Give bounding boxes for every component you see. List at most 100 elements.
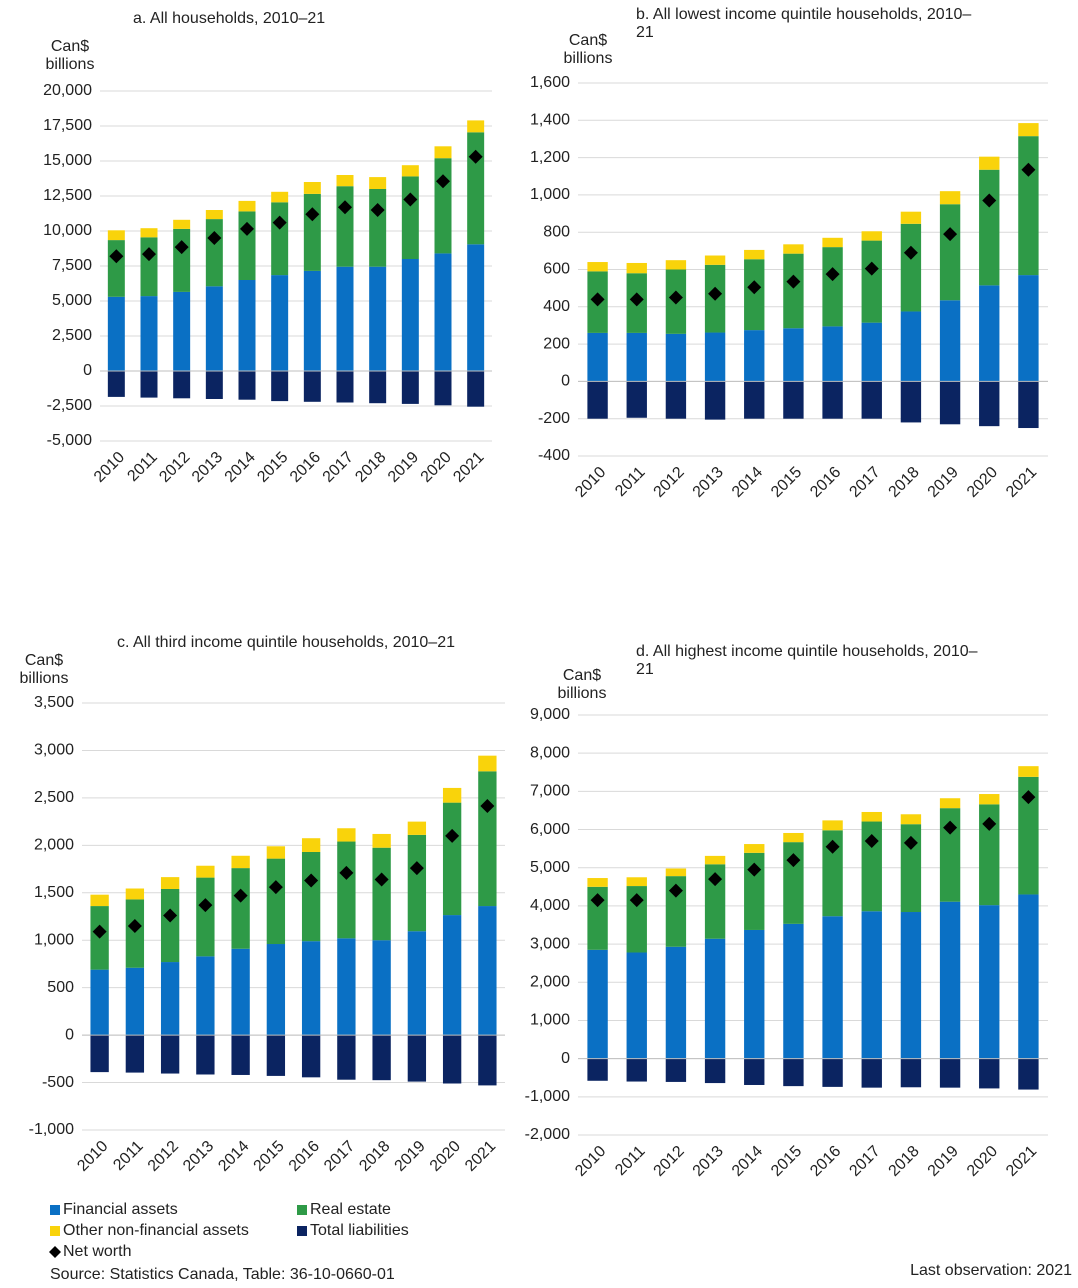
bar-segment (704, 1058, 726, 1084)
y-tick-label: -400 (538, 447, 570, 464)
bar-segment (407, 821, 427, 835)
bar-segment (231, 855, 250, 869)
y-tick-label: -5,000 (47, 432, 92, 449)
bar-segment (336, 175, 354, 187)
x-tick-label: 2018 (886, 464, 923, 501)
x-tick-label: 2013 (690, 464, 727, 501)
net-worth-marker (436, 174, 450, 189)
bar-segment (160, 877, 180, 889)
x-tick-label: 2019 (391, 1138, 428, 1175)
net-worth-marker (943, 820, 958, 835)
x-tick-label: 2020 (964, 464, 1001, 501)
x-tick-label: 2021 (1003, 464, 1040, 501)
bar-segment (301, 941, 321, 1036)
net-worth-marker (747, 862, 762, 877)
chart-title: a. All households, 2010–21 (133, 10, 326, 27)
bar-segment (238, 280, 256, 371)
bar-segment (140, 228, 158, 238)
bar-segment (783, 253, 804, 329)
x-tick-label: 2021 (450, 449, 487, 486)
bar-segment (1018, 894, 1039, 1059)
y-tick-label: 200 (543, 335, 570, 352)
y-tick-label: 0 (561, 1050, 570, 1067)
bar-segment (107, 371, 125, 397)
source: Source: Statistics Canada, Table: 36-10-… (50, 1266, 395, 1283)
bar-segment (900, 814, 922, 825)
x-tick-label: 2011 (612, 464, 648, 500)
bar-segment (301, 838, 321, 852)
net-worth-marker (338, 200, 352, 215)
x-tick-label: 2013 (180, 1138, 217, 1175)
x-tick-label: 2017 (321, 1138, 358, 1175)
bar-segment (478, 1035, 497, 1086)
legend-swatch (297, 1205, 307, 1215)
bar-segment (665, 946, 687, 1059)
bar-segment (900, 381, 922, 423)
bar-segment (401, 165, 419, 177)
net-worth-marker (629, 292, 644, 307)
bar-segment (140, 296, 158, 371)
bar-segment (401, 176, 419, 259)
net-worth-marker (1021, 162, 1036, 177)
bar-segment (442, 1035, 462, 1084)
bar-segment (939, 300, 961, 382)
bar-segment (266, 944, 286, 1036)
y-tick-label: -200 (538, 410, 570, 427)
y-tick-label: 600 (543, 261, 570, 278)
bar-segment (173, 291, 191, 371)
bar-segment (587, 1058, 608, 1081)
x-tick-label: 2016 (807, 1143, 844, 1180)
x-tick-label: 2017 (320, 449, 357, 486)
net-worth-marker (305, 207, 320, 222)
y-axis-label: Can$ billions (563, 32, 613, 67)
net-worth-marker (240, 221, 254, 236)
net-worth-marker (668, 883, 683, 898)
y-tick-label: 5,000 (52, 292, 92, 309)
legend-marker (49, 1246, 61, 1258)
bar-segment (744, 381, 765, 419)
bar-segment (744, 844, 765, 853)
bar-segment (173, 371, 191, 399)
bar-segment (372, 847, 391, 941)
y-tick-label: -2,500 (47, 397, 92, 414)
bar-segment (861, 381, 882, 419)
note: Last observation: 2021 (910, 1262, 1072, 1279)
y-tick-label: 1,600 (530, 74, 570, 91)
legend-label: Total liabilities (310, 1222, 409, 1239)
y-axis-label: Can$ billions (557, 667, 607, 702)
net-worth-marker (982, 816, 997, 831)
bar-segment (231, 948, 250, 1036)
bar-segment (442, 787, 462, 803)
bar-segment (369, 189, 387, 267)
bar-segment (822, 820, 843, 831)
bar-segment (587, 332, 608, 382)
y-tick-label: 7,000 (530, 783, 570, 800)
x-tick-label: 2012 (156, 449, 193, 486)
bar-segment (861, 911, 882, 1059)
chart-title: c. All third income quintile households,… (117, 634, 455, 651)
x-tick-label: 2013 (189, 449, 226, 486)
bar-segment (900, 223, 922, 312)
net-worth-marker (233, 888, 248, 903)
bar-segment (1018, 776, 1039, 895)
y-tick-label: 17,500 (43, 117, 92, 134)
bar-segment (125, 888, 145, 900)
bar-segment (434, 146, 452, 159)
bar-segment (160, 1035, 180, 1074)
y-tick-label: 9,000 (530, 706, 570, 723)
x-tick-label: 2018 (352, 449, 389, 486)
net-worth-marker (468, 149, 483, 164)
y-tick-label: 4,000 (530, 897, 570, 914)
bar-segment (783, 923, 804, 1059)
x-tick-label: 2016 (287, 449, 324, 486)
bar-segment (783, 842, 804, 924)
y-tick-label: 1,000 (530, 186, 570, 203)
bar-segment (1018, 136, 1039, 276)
bar-segment (783, 328, 804, 382)
y-tick-label: 15,000 (43, 152, 92, 169)
bar-segment (900, 912, 922, 1059)
bar-segment (271, 275, 289, 371)
x-tick-label: 2019 (925, 464, 962, 501)
bar-segment (107, 240, 125, 297)
y-tick-label: -1,000 (525, 1088, 570, 1105)
